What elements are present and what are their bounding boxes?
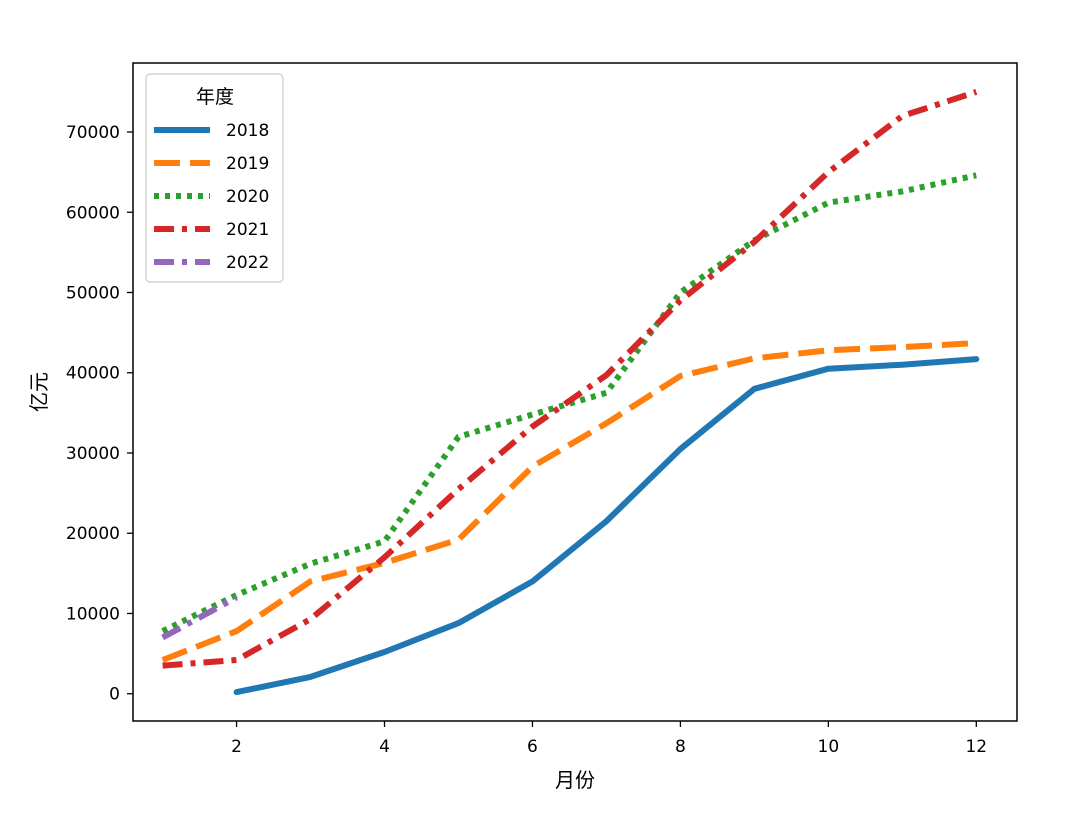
legend-label-2021: 2021 (226, 220, 269, 240)
legend-label-2018: 2018 (226, 121, 269, 141)
series-line-2021 (162, 89, 978, 669)
y-tick-label: 70000 (66, 123, 120, 143)
legend-title: 年度 (196, 86, 234, 108)
x-tick-label: 2 (231, 737, 242, 757)
legend-label-2022: 2022 (226, 253, 269, 273)
legend-label-2020: 2020 (226, 187, 269, 207)
x-tick-label: 10 (818, 737, 840, 757)
legend-box (145, 73, 284, 283)
series-line-2019 (161, 340, 977, 663)
series-line-2018 (233, 356, 980, 696)
legend-label-2019: 2019 (226, 154, 269, 174)
x-tick-label: 8 (675, 737, 686, 757)
x-axis-label: 月份 (555, 768, 595, 792)
y-axis-label: 亿元 (27, 372, 51, 412)
x-tick-label: 6 (527, 737, 538, 757)
series-line-2022 (161, 594, 239, 641)
x-axis: 2 4 6 8 10 12 (231, 721, 987, 757)
plot-frame (132, 62, 1018, 722)
x-tick-label: 4 (379, 737, 390, 757)
y-tick-label: 10000 (66, 604, 120, 624)
y-tick-label: 50000 (66, 283, 120, 303)
legend: 年度 2018 2019 2020 2021 2022 (145, 73, 284, 283)
y-axis: 0 10000 20000 30000 40000 50000 60000 70000 (66, 123, 133, 705)
x-tick-label: 12 (965, 737, 987, 757)
y-tick-label: 20000 (66, 524, 120, 544)
y-tick-label: 60000 (66, 203, 120, 223)
series-lines (161, 89, 980, 696)
y-tick-label: 0 (109, 685, 120, 705)
y-tick-label: 40000 (66, 364, 120, 384)
y-tick-label: 30000 (66, 444, 120, 464)
